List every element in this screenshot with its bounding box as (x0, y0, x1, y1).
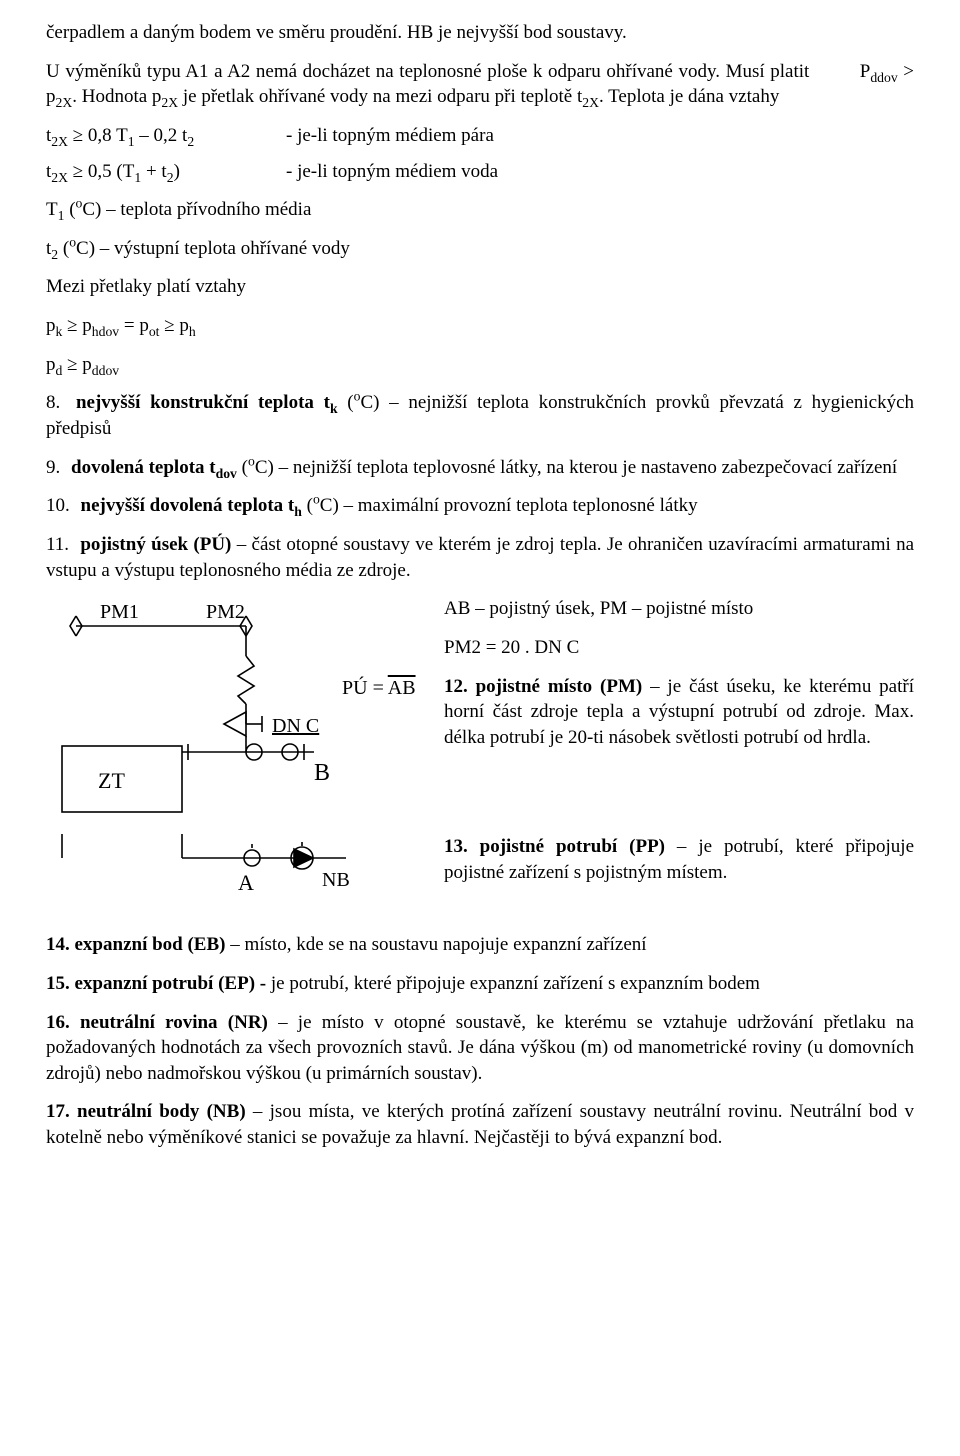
diagram-svg-upper: PM1 PM2 PÚ = AB DN C B ZT (46, 596, 426, 816)
diagram-upper: PM1 PM2 PÚ = AB DN C B ZT (46, 596, 426, 816)
diagram-lower: A NB (46, 834, 426, 914)
label-B: B (314, 760, 330, 786)
item-13: 13. pojistné potrubí (PP) – je potrubí, … (444, 834, 914, 885)
label-A: A (238, 870, 254, 895)
item-16: 16. neutrální rovina (NR) – je místo v o… (46, 1010, 914, 1087)
right-text-upper: AB – pojistný úsek, PM – pojistné místo … (426, 596, 914, 763)
equation-row-2: t2X ≥ 0,5 (T1 + t2) - je-li topným médie… (46, 159, 914, 185)
label-ZT: ZT (98, 768, 125, 793)
item-9: 9. dovolená teplota tdov (oC) – nejnižší… (46, 455, 914, 481)
equation-p2: pd ≥ pddov (46, 352, 914, 378)
item-15: 15. expanzní potrubí (EP) - je potrubí, … (46, 971, 914, 997)
item-14: 14. expanzní bod (EB) – místo, kde se na… (46, 932, 914, 958)
equation-p1: pk ≥ phdov = pot ≥ ph (46, 313, 914, 339)
item-12: 12. pojistné místo (PM) – je část úseku,… (444, 674, 914, 751)
equation-row-1: t2X ≥ 0,8 T1 – 0,2 t2 - je-li topným méd… (46, 123, 914, 149)
diagram-svg-lower: A NB (46, 834, 426, 914)
diagram-and-text-lower: A NB 13. pojistné potrubí (PP) – je potr… (46, 834, 914, 914)
item-8: 8. nejvyšší konstrukční teplota tk (oC) … (46, 390, 914, 441)
line-mezi: Mezi přetlaky platí vztahy (46, 274, 914, 300)
label-NB: NB (322, 869, 350, 891)
label-DNC: DN C (272, 715, 319, 737)
item-11: 11. pojistný úsek (PÚ) – část otopné sou… (46, 532, 914, 583)
label-PU: PÚ = AB (342, 675, 416, 699)
item-17: 17. neutrální body (NB) – jsou místa, ve… (46, 1099, 914, 1150)
intro-para-2: U výměníků typu A1 a A2 nemá docházet na… (46, 59, 914, 110)
diagram-and-text-upper: PM1 PM2 PÚ = AB DN C B ZT AB – pojistný … (46, 596, 914, 816)
line-T1: T1 (oC) – teplota přívodního média (46, 197, 914, 223)
rtext-1: AB – pojistný úsek, PM – pojistné místo (444, 596, 914, 622)
label-PM1: PM1 (100, 601, 139, 623)
rtext-2: PM2 = 20 . DN C (444, 635, 914, 661)
right-text-lower: 13. pojistné potrubí (PP) – je potrubí, … (426, 834, 914, 898)
line-t2: t2 (oC) – výstupní teplota ohřívané vody (46, 236, 914, 262)
label-PM2: PM2 (206, 601, 245, 623)
intro-para-1: čerpadlem a daným bodem ve směru prouděn… (46, 20, 914, 46)
item-10: 10. nejvyšší dovolená teplota th (oC) – … (46, 493, 914, 519)
